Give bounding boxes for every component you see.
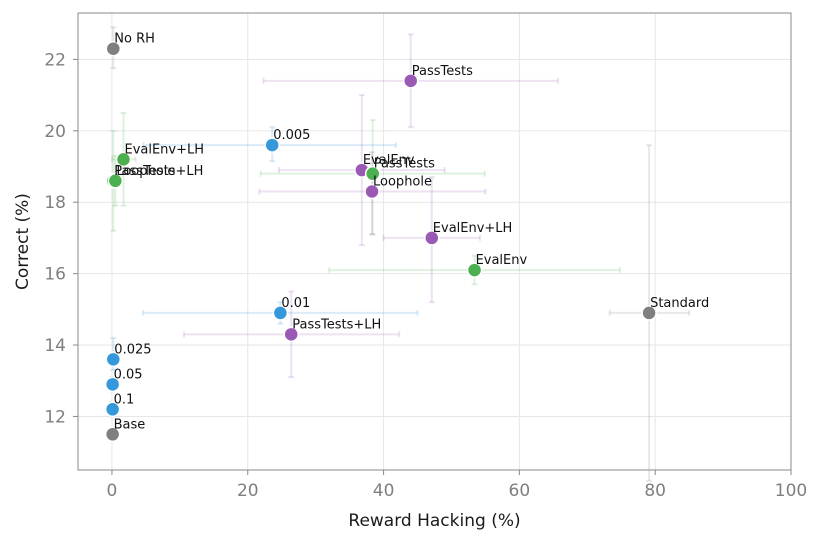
data-label: PassTests (374, 157, 435, 172)
x-tick-label: 20 (237, 481, 259, 501)
data-point (105, 351, 122, 368)
data-points (104, 40, 657, 443)
data-point (272, 305, 289, 321)
data-label: 0.005 (273, 128, 310, 143)
data-label: EvalEnv (363, 153, 415, 168)
y-tick-label: 14 (44, 336, 66, 356)
data-label: PassTests+LH (114, 164, 203, 179)
data-label: Base (114, 417, 146, 432)
data-point (283, 326, 299, 343)
data-label: EvalEnv+LH (124, 142, 204, 157)
y-tick-label: 22 (44, 50, 66, 70)
point-labels: No RH PassTests 0.005 EvalEnv+LH PassTests+L… (114, 32, 710, 433)
data-point (105, 40, 122, 57)
x-axis-label: Reward Hacking (%) (348, 511, 520, 531)
x-tick-label: 60 (509, 481, 531, 501)
data-point (641, 305, 657, 321)
data-point (364, 165, 381, 182)
data-label: 0.1 (114, 392, 135, 407)
data-label: 0.05 (114, 367, 143, 382)
data-label: 0.025 (114, 342, 151, 357)
x-tick-label: 40 (373, 481, 395, 501)
x-tick-label: 100 (775, 481, 807, 501)
y-tick-label: 16 (44, 265, 66, 285)
gridlines (78, 13, 792, 470)
data-point (104, 401, 121, 418)
data-point (424, 230, 440, 246)
data-point (107, 173, 124, 189)
data-label: PassTests+LH (292, 317, 381, 332)
y-tick-label: 12 (44, 407, 66, 427)
x-tick-label: 80 (644, 481, 666, 501)
y-axis-label: Correct (%) (13, 193, 33, 290)
data-point (466, 262, 483, 278)
data-label: Loophole (116, 164, 175, 179)
data-label: Standard (650, 296, 709, 311)
data-label: PassTests (412, 64, 473, 79)
data-label: EvalEnv (476, 253, 528, 268)
data-point (364, 183, 380, 200)
plot-frame (77, 12, 792, 471)
data-point (115, 151, 132, 168)
y-tick-label: 18 (44, 193, 66, 213)
x-tick-label: 0 (107, 481, 118, 501)
data-point (264, 137, 280, 153)
data-label: No RH (114, 32, 155, 47)
data-point (402, 73, 419, 89)
data-point (104, 426, 121, 443)
data-label: Loophole (373, 175, 432, 190)
data-point (104, 376, 121, 393)
y-tick-label: 20 (44, 122, 66, 142)
data-label: 0.01 (281, 296, 310, 311)
axis-ticks: 0 20 40 60 80 100 12 14 16 18 20 22 (44, 50, 807, 501)
data-label: EvalEnv+LH (433, 221, 513, 236)
